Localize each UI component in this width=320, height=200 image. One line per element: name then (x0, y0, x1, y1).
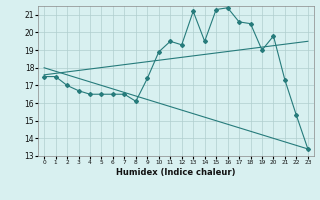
X-axis label: Humidex (Indice chaleur): Humidex (Indice chaleur) (116, 168, 236, 177)
